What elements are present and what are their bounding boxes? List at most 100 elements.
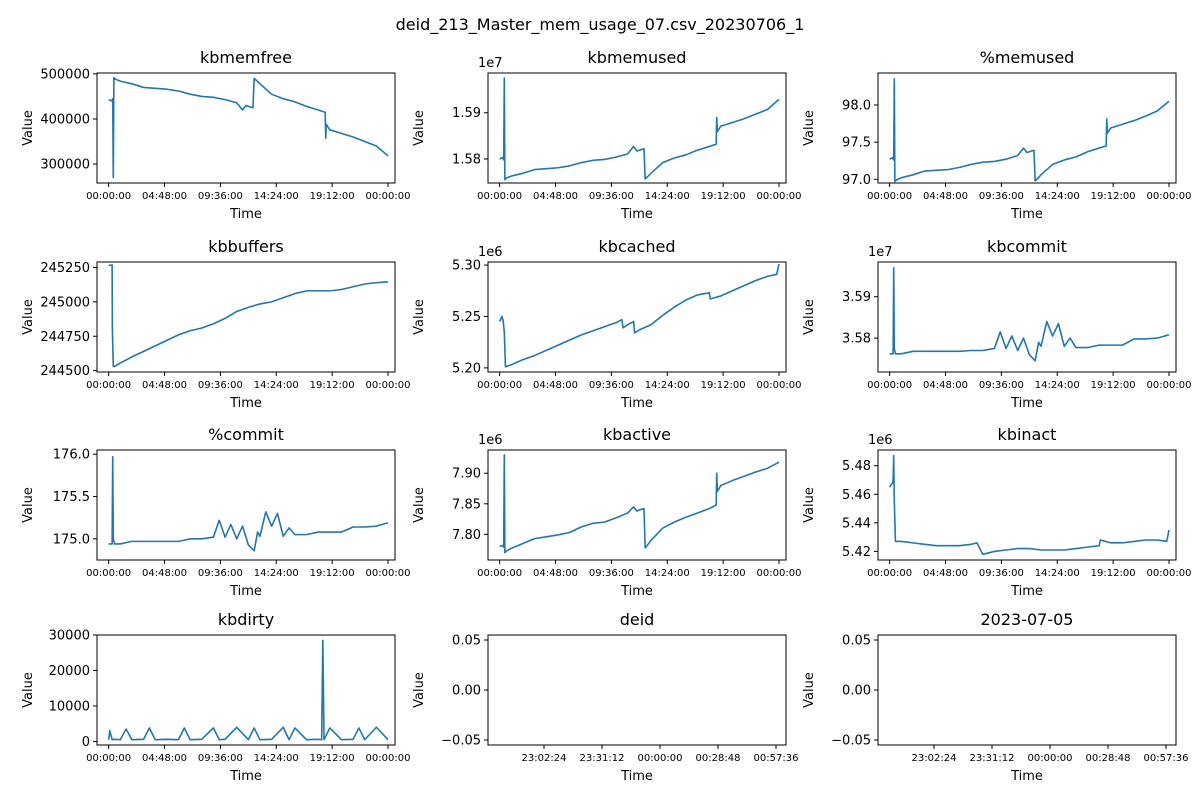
x-axis-label: Time <box>1010 396 1043 411</box>
axis-offset-label: 1e6 <box>478 245 503 260</box>
subplot--commit: %commit 175.0 175.5 176.0 00:00:00 04:48:00 09… <box>21 425 410 599</box>
x-axis-label: Time <box>229 584 262 599</box>
x-tick-label: 00:00:00 <box>366 380 411 391</box>
x-axis-label: Time <box>229 396 262 411</box>
x-tick-label: 14:24:00 <box>1035 191 1080 202</box>
x-tick-label: 00:00:00 <box>867 191 912 202</box>
subplot-2023-07-05: 2023-07-05 −0.05 0.00 0.05 23:02:24 23:31:12 0… <box>802 610 1188 784</box>
y-tick-label: 30000 <box>49 629 90 644</box>
subplot-title: kbdirty <box>218 610 274 629</box>
x-tick-label: 04:48:00 <box>142 753 187 764</box>
y-axis-label: Value <box>802 299 817 335</box>
y-axis-label: Value <box>21 672 36 708</box>
x-tick-label: 00:00:00 <box>1147 568 1192 579</box>
plot-frame <box>487 261 787 373</box>
y-tick-label: 0.00 <box>452 684 481 699</box>
subplot-kbbuffers: kbbuffers 244500 244750 245000 245250 00:00:0… <box>21 237 410 411</box>
y-axis-label: Value <box>802 672 817 708</box>
x-tick-label: 00:00:00 <box>1028 753 1073 764</box>
y-tick-label: 176.0 <box>53 448 90 463</box>
x-tick-label: 23:31:12 <box>580 753 625 764</box>
subplot-title: %commit <box>208 425 284 444</box>
x-tick-label: 09:36:00 <box>589 568 634 579</box>
subplot-kbdirty: kbdirty 0 10000 20000 30000 00:00:00 04:48:00 0… <box>21 610 410 784</box>
plot-frame <box>96 72 396 184</box>
x-tick-label: 00:00:00 <box>757 191 802 202</box>
x-tick-label: 04:48:00 <box>923 380 968 391</box>
y-tick-label: 3.59 <box>842 290 871 305</box>
series-line <box>108 264 389 368</box>
subplot-kbmemfree: kbmemfree 300000 400000 500000 00:00:00 04:48… <box>21 48 410 222</box>
x-tick-label: 04:48:00 <box>533 568 578 579</box>
x-tick-label: 14:24:00 <box>645 380 690 391</box>
series-line <box>107 639 389 741</box>
plot-frame <box>487 72 787 184</box>
y-tick-label: 5.46 <box>842 488 871 503</box>
x-tick-label: 00:00:00 <box>366 753 411 764</box>
x-tick-label: 19:12:00 <box>1091 568 1136 579</box>
y-tick-label: 0.00 <box>842 684 871 699</box>
series-line <box>108 455 389 552</box>
plot-frame <box>96 261 396 373</box>
x-tick-label: 19:12:00 <box>701 380 746 391</box>
x-tick-label: 00:57:36 <box>1144 753 1189 764</box>
axis-offset-label: 1e6 <box>868 433 893 448</box>
y-tick-label: 97.5 <box>842 136 871 151</box>
x-tick-label: 00:28:48 <box>1086 753 1131 764</box>
plot-frame <box>877 449 1177 561</box>
subplot-title: 2023-07-05 <box>981 610 1074 629</box>
y-axis-label: Value <box>412 487 427 523</box>
x-tick-label: 00:00:00 <box>638 753 683 764</box>
x-tick-label: 04:48:00 <box>533 191 578 202</box>
x-tick-label: 04:48:00 <box>142 191 187 202</box>
subplot-title: deid <box>620 610 655 629</box>
x-tick-label: 00:00:00 <box>366 191 411 202</box>
subplot-title: kbcached <box>599 237 676 256</box>
x-tick-label: 14:24:00 <box>1035 568 1080 579</box>
x-tick-label: 19:12:00 <box>310 191 355 202</box>
x-tick-label: 19:12:00 <box>310 380 355 391</box>
x-tick-label: 19:12:00 <box>1091 191 1136 202</box>
x-axis-label: Time <box>1010 584 1043 599</box>
x-tick-label: 00:00:00 <box>757 568 802 579</box>
x-axis-label: Time <box>1010 769 1043 784</box>
y-axis-label: Value <box>21 299 36 335</box>
subplot-title: kbmemused <box>588 48 687 67</box>
x-axis-label: Time <box>229 207 262 222</box>
y-axis-label: Value <box>21 487 36 523</box>
y-tick-label: 244500 <box>40 364 90 379</box>
x-tick-label: 14:24:00 <box>1035 380 1080 391</box>
series-line <box>889 266 1170 362</box>
x-axis-label: Time <box>620 584 653 599</box>
x-tick-label: 09:36:00 <box>198 568 243 579</box>
y-tick-label: 7.85 <box>452 497 481 512</box>
subplot-title: kbinact <box>998 425 1057 444</box>
x-tick-label: 00:00:00 <box>757 380 802 391</box>
y-axis-label: Value <box>802 110 817 146</box>
y-tick-label: 175.0 <box>53 532 90 547</box>
axis-offset-label: 1e6 <box>478 433 503 448</box>
y-axis-label: Value <box>412 672 427 708</box>
x-tick-label: 00:00:00 <box>867 568 912 579</box>
subplot-kbactive: kbactive 7.80 7.85 7.90 00:00:00 04:48:00 09:3… <box>412 425 801 599</box>
x-tick-label: 09:36:00 <box>198 753 243 764</box>
subplot--memused: %memused 97.0 97.5 98.0 00:00:00 04:48:00 09:3… <box>802 48 1191 222</box>
y-tick-label: 0.05 <box>452 634 481 649</box>
x-tick-label: 14:24:00 <box>254 380 299 391</box>
x-tick-label: 09:36:00 <box>979 568 1024 579</box>
subplot-title: kbcommit <box>987 237 1067 256</box>
axis-offset-label: 1e7 <box>478 56 503 71</box>
x-tick-label: 23:02:24 <box>912 753 957 764</box>
plot-frame <box>96 449 396 561</box>
x-axis-label: Time <box>620 396 653 411</box>
x-tick-label: 09:36:00 <box>979 380 1024 391</box>
axis-offset-label: 1e7 <box>868 245 893 260</box>
x-tick-label: 00:00:00 <box>86 753 131 764</box>
y-tick-label: 5.25 <box>452 310 481 325</box>
x-tick-label: 00:00:00 <box>86 380 131 391</box>
y-axis-label: Value <box>802 487 817 523</box>
x-tick-label: 04:48:00 <box>923 191 968 202</box>
subplot-title: kbbuffers <box>208 237 284 256</box>
